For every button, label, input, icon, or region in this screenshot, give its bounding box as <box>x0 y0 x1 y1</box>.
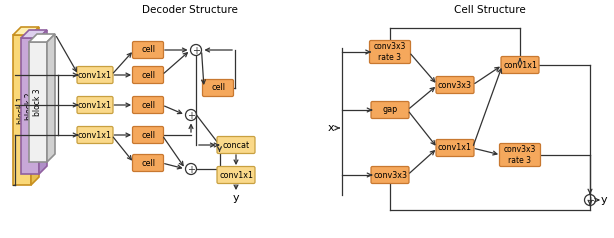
Text: block 1: block 1 <box>18 96 26 124</box>
FancyBboxPatch shape <box>133 66 163 84</box>
Text: cell: cell <box>141 70 155 79</box>
Text: conv3x3: conv3x3 <box>438 80 472 89</box>
Text: concat: concat <box>222 140 249 149</box>
Text: gap: gap <box>383 105 398 114</box>
Text: conv3x3
rate 3: conv3x3 rate 3 <box>504 145 536 165</box>
Polygon shape <box>31 27 39 185</box>
Polygon shape <box>21 38 39 174</box>
Polygon shape <box>21 30 47 38</box>
Polygon shape <box>29 42 47 162</box>
FancyBboxPatch shape <box>371 101 409 119</box>
Text: +: + <box>187 165 195 175</box>
Text: cell: cell <box>141 130 155 139</box>
Text: block 3: block 3 <box>34 88 42 116</box>
Text: conv1x1: conv1x1 <box>78 130 112 139</box>
FancyBboxPatch shape <box>133 96 163 114</box>
Text: Cell Structure: Cell Structure <box>454 5 526 15</box>
Text: cell: cell <box>141 45 155 55</box>
Text: conv1x1: conv1x1 <box>78 70 112 79</box>
FancyBboxPatch shape <box>217 137 255 154</box>
Text: cell: cell <box>141 159 155 168</box>
FancyBboxPatch shape <box>501 56 539 74</box>
Text: conv1x1: conv1x1 <box>78 100 112 109</box>
FancyBboxPatch shape <box>436 139 474 157</box>
FancyBboxPatch shape <box>370 40 411 64</box>
Text: x: x <box>327 123 334 133</box>
FancyBboxPatch shape <box>217 167 255 183</box>
Polygon shape <box>39 30 47 174</box>
FancyBboxPatch shape <box>77 96 113 114</box>
FancyBboxPatch shape <box>133 127 163 144</box>
Polygon shape <box>47 34 55 162</box>
FancyBboxPatch shape <box>203 79 233 96</box>
Text: cell: cell <box>141 100 155 109</box>
FancyBboxPatch shape <box>436 76 474 94</box>
Text: y: y <box>233 193 239 203</box>
Text: conv1x1: conv1x1 <box>503 60 537 69</box>
Text: block 2: block 2 <box>26 92 34 120</box>
Text: conv1x1: conv1x1 <box>438 144 472 153</box>
FancyBboxPatch shape <box>133 41 163 59</box>
Polygon shape <box>29 34 55 42</box>
FancyBboxPatch shape <box>77 127 113 144</box>
Text: +: + <box>586 196 594 206</box>
Polygon shape <box>13 35 31 185</box>
FancyBboxPatch shape <box>500 144 540 167</box>
Text: conv3x3
rate 3: conv3x3 rate 3 <box>374 42 406 62</box>
Text: +: + <box>192 46 200 56</box>
Text: conv1x1: conv1x1 <box>219 170 253 179</box>
Polygon shape <box>13 27 39 35</box>
Text: Decoder Structure: Decoder Structure <box>142 5 238 15</box>
FancyBboxPatch shape <box>133 154 163 172</box>
Text: conv3x3: conv3x3 <box>373 170 407 179</box>
FancyBboxPatch shape <box>371 167 409 183</box>
FancyBboxPatch shape <box>77 66 113 84</box>
Text: y: y <box>600 195 607 205</box>
Text: cell: cell <box>211 84 225 93</box>
Text: +: + <box>187 111 195 121</box>
